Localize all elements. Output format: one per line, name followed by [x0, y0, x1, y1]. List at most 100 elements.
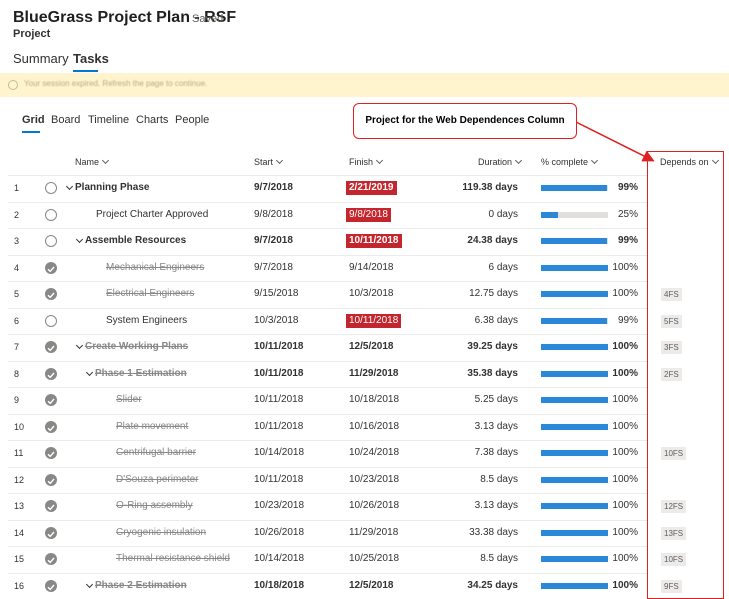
column-header[interactable]: Finish	[349, 156, 384, 167]
task-checkbox[interactable]	[45, 261, 57, 274]
task-name[interactable]: Assemble Resources	[85, 235, 187, 246]
task-name[interactable]: Electrical Engineers	[106, 288, 195, 299]
dependency[interactable]: 10FS	[661, 553, 687, 566]
progress-bar	[541, 503, 608, 509]
percent-complete: 100%	[612, 288, 638, 299]
row-separator	[8, 307, 648, 309]
duration: 8.5 days	[480, 553, 518, 564]
row-separator	[8, 440, 648, 441]
dependency[interactable]: 3FS	[661, 341, 682, 354]
column-header[interactable]: Duration	[478, 156, 523, 167]
check	[47, 292, 55, 299]
task-checkbox[interactable]	[45, 182, 57, 194]
percent-complete: 99%	[617, 314, 638, 326]
view-tab[interactable]: Timeline	[88, 114, 130, 126]
dependency[interactable]: 5FS	[661, 314, 682, 328]
task-checkbox[interactable]	[45, 314, 57, 327]
task-name[interactable]: Mechanical Engineers	[106, 261, 205, 273]
task-name[interactable]: System Engineers	[106, 314, 188, 326]
task-name[interactable]: O-Ring assembly	[116, 500, 193, 511]
dependency[interactable]: 2FS	[661, 367, 682, 381]
start-date: 10/3/2018	[254, 314, 299, 326]
finish-date: 10/24/2018	[349, 447, 400, 458]
task-checkbox[interactable]	[45, 394, 57, 406]
view-tab[interactable]: Board	[51, 114, 81, 126]
start-date: 9/8/2018	[254, 208, 293, 220]
finish-date: 12/5/2018	[349, 579, 394, 591]
column-label: Depends on	[660, 157, 709, 167]
tab[interactable]: Summary	[13, 51, 69, 66]
task-name[interactable]: Slider	[116, 394, 142, 405]
task-checkbox[interactable]	[45, 526, 57, 539]
finish-date: 10/26/2018	[349, 500, 400, 511]
percent-complete: 100%	[612, 500, 638, 511]
row-number: 9	[14, 395, 20, 405]
task-name[interactable]: Plate movement	[116, 420, 189, 432]
task-checkbox[interactable]	[45, 553, 57, 565]
task-checkbox[interactable]	[45, 341, 57, 353]
task-checkbox[interactable]	[45, 420, 57, 433]
plan-type: Project	[13, 28, 51, 40]
task-checkbox[interactable]	[45, 473, 57, 486]
task-name[interactable]: Cryogenic insulation	[116, 526, 207, 538]
view-tab[interactable]: People	[175, 114, 210, 126]
view-tab[interactable]: Charts	[136, 114, 169, 126]
check	[47, 478, 55, 484]
task-checkbox[interactable]	[45, 288, 57, 300]
duration: 3.13 days	[474, 420, 518, 432]
dependency[interactable]: 9FS	[661, 579, 682, 593]
task-name[interactable]: Phase 1 Estimation	[95, 367, 187, 379]
finish-date: 10/11/2018	[346, 234, 402, 248]
percent-complete: 100%	[612, 473, 638, 485]
start-date: 9/7/2018	[254, 261, 293, 273]
task-checkbox[interactable]	[45, 579, 57, 592]
dependency[interactable]: 12FS	[661, 500, 687, 513]
row-separator	[8, 572, 648, 574]
task-checkbox[interactable]	[45, 500, 57, 512]
task-name[interactable]: Project Charter Approved	[96, 208, 209, 220]
dependency[interactable]: 10FS	[661, 447, 687, 460]
start-date: 9/7/2018	[254, 235, 293, 246]
dependency[interactable]: 13FS	[661, 526, 687, 540]
column-header[interactable]: Name	[75, 156, 110, 167]
view-tab[interactable]: Grid	[22, 114, 45, 126]
task-name[interactable]: Centrifugal barrier	[116, 447, 197, 458]
check	[47, 266, 55, 272]
save-status: Saved	[192, 13, 224, 25]
duration: 12.75 days	[469, 288, 518, 299]
column-label: Start	[254, 157, 274, 167]
finish-date: 11/29/2018	[349, 367, 399, 379]
banner-icon	[8, 80, 18, 90]
column-header[interactable]: Depends on	[660, 156, 719, 167]
row-number: 14	[14, 527, 25, 538]
tab[interactable]: Tasks	[73, 51, 109, 66]
column-header[interactable]: Start	[254, 156, 284, 167]
dependency[interactable]: 4FS	[661, 288, 682, 301]
column-header[interactable]: % complete	[541, 156, 599, 167]
task-name[interactable]: Thermal resistance shield	[116, 553, 230, 564]
start-date: 10/14/2018	[254, 553, 305, 564]
task-checkbox[interactable]	[45, 208, 57, 221]
row-separator	[8, 493, 648, 494]
task-name[interactable]: D'Souza perimeter	[116, 473, 199, 485]
highlight-box	[647, 151, 724, 599]
percent-complete: 100%	[612, 341, 638, 352]
task-checkbox[interactable]	[45, 367, 57, 380]
row-number: 15	[14, 554, 25, 564]
percent-complete: 100%	[612, 553, 638, 564]
task-name[interactable]: Phase 2 Estimation	[95, 579, 187, 591]
progress-bar	[541, 529, 608, 536]
task-checkbox[interactable]	[45, 447, 57, 459]
progress-bar	[541, 211, 558, 218]
start-date: 9/7/2018	[254, 182, 293, 193]
task-name[interactable]: Create Working Plans	[85, 341, 189, 352]
banner-text: Your session expired. Refresh the page t…	[24, 79, 208, 88]
progress-bar	[541, 397, 608, 403]
task-name[interactable]: Planning Phase	[75, 182, 150, 193]
task-checkbox[interactable]	[45, 235, 57, 247]
row-number: 6	[14, 315, 20, 326]
percent-complete: 100%	[612, 420, 638, 432]
